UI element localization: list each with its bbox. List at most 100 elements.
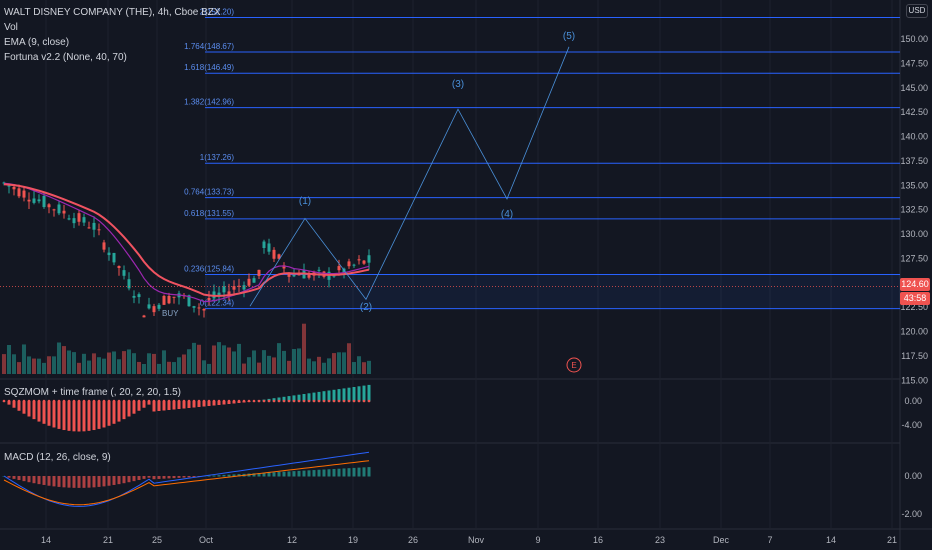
candle-body	[232, 286, 236, 290]
sqzmom-bar	[27, 401, 31, 417]
fib-zone-fill	[205, 274, 900, 309]
fib-level-label: 1(137.26)	[200, 153, 235, 162]
candle-body	[102, 242, 106, 250]
volume-bar	[362, 362, 366, 374]
sqzmom-bar	[297, 394, 301, 402]
fortuna-legend[interactable]: Fortuna v2.2 (None, 40, 70)	[4, 52, 127, 63]
symbol-title[interactable]: WALT DISNEY COMPANY (THE), 4h, Cboe BZX	[4, 7, 221, 18]
last-price-tag: 124.60	[900, 278, 930, 291]
sqzmom-bar	[82, 401, 86, 432]
currency-selector[interactable]: USD	[906, 4, 928, 18]
sqzmom-bar	[72, 401, 76, 432]
macd-pane	[2, 451, 371, 507]
candle-body	[362, 260, 366, 264]
volume-bar	[67, 350, 71, 374]
price-tick-label: 147.50	[900, 58, 928, 68]
macd-hist-bar	[257, 473, 261, 477]
sqzmom-dot	[262, 399, 266, 403]
volume-bar	[312, 361, 316, 374]
macd-hist-bar	[252, 473, 256, 477]
sqzmom-dot	[362, 399, 366, 403]
wave-label: (5)	[563, 31, 575, 42]
price-tick-label: 140.00	[900, 132, 928, 142]
sqzmom-dot	[22, 399, 26, 403]
sqzmom-dot	[252, 399, 256, 403]
sqzmom-dot	[292, 399, 296, 403]
sqzmom-dot	[217, 399, 221, 403]
volume-bar	[352, 362, 356, 374]
candle-body	[192, 306, 196, 308]
ema-line	[3, 182, 370, 303]
sqzmom-dot	[182, 399, 186, 403]
macd-hist-bar	[132, 476, 136, 482]
volume-bar	[157, 363, 161, 374]
candle-body	[247, 278, 251, 286]
candle-body	[262, 241, 266, 248]
candle-body	[7, 185, 11, 187]
sqzmom-dot	[2, 399, 6, 403]
fib-level-label: 1.764(148.67)	[184, 42, 234, 51]
sqzmom-bar	[277, 397, 281, 402]
volume-bar	[202, 360, 206, 374]
candle-body	[202, 309, 206, 311]
sqzmom-dot	[27, 399, 31, 403]
sqzmom-dot	[97, 399, 101, 403]
sqzmom-dot	[322, 399, 326, 403]
volume-bar	[217, 342, 221, 374]
time-tick-label: 9	[535, 535, 540, 545]
candle-body	[272, 249, 276, 259]
sqzmom-dot	[32, 399, 36, 403]
candle-body	[237, 285, 241, 287]
sqzmom-dot	[57, 399, 61, 403]
macd-hist-bar	[212, 475, 216, 477]
candle-body	[152, 306, 156, 313]
macd-hist-bar	[262, 472, 266, 477]
candle-body	[62, 210, 66, 214]
sqzmom-bar	[17, 401, 21, 411]
sqzmom-dot	[52, 399, 56, 403]
macd-hist-bar	[27, 476, 31, 483]
candle-body	[122, 270, 126, 276]
price-tick-label: 127.50	[900, 253, 928, 263]
volume-legend[interactable]: Vol	[4, 22, 18, 33]
volume-bar	[97, 357, 101, 374]
sqzmom-dot	[82, 399, 86, 403]
ema-legend[interactable]: EMA (9, close)	[4, 37, 70, 48]
macd-hist-bar	[237, 474, 241, 477]
volume-bar	[107, 352, 111, 374]
volume-bar	[72, 352, 76, 374]
sqzmom-legend[interactable]: SQZMOM + time frame (, 20, 2, 20, 1.5)	[4, 385, 181, 400]
macd-hist-bar	[182, 476, 186, 478]
macd-hist-bar	[167, 476, 171, 479]
macd-hist-bar	[267, 472, 271, 477]
volume-bar	[227, 347, 231, 374]
macd-hist-bar	[57, 476, 61, 487]
fib-level-label: 0(122.34)	[200, 299, 235, 308]
candle-body	[17, 188, 21, 197]
sqzmom-bar	[77, 401, 81, 432]
volume-bar	[17, 362, 21, 374]
fib-level-label: 0.618(131.55)	[184, 209, 234, 218]
macd-hist-bar	[282, 471, 286, 477]
volume-bar	[7, 344, 11, 374]
sqzmom-dot	[312, 399, 316, 403]
sqzmom-bar	[107, 401, 111, 426]
sqzmom-dot	[47, 399, 51, 403]
sqzmom-bar	[167, 401, 171, 410]
sqzmom-dot	[62, 399, 66, 403]
candle-body	[197, 307, 201, 309]
candle-body	[72, 218, 76, 224]
sqzmom-label: SQZMOM + time frame (, 20, 2, 20, 1.5)	[4, 387, 181, 398]
macd-hist-bar	[272, 472, 276, 477]
sqzmom-bar	[282, 396, 286, 402]
macd-hist-bar	[277, 471, 281, 477]
volume-bar	[242, 363, 246, 374]
candle-body	[172, 296, 176, 298]
candle-body	[97, 229, 101, 231]
sqzmom-dot	[367, 399, 371, 403]
volume-bar	[47, 356, 51, 374]
sqzmom-bar	[7, 401, 11, 405]
macd-legend[interactable]: MACD (12, 26, close, 9)	[4, 450, 111, 465]
